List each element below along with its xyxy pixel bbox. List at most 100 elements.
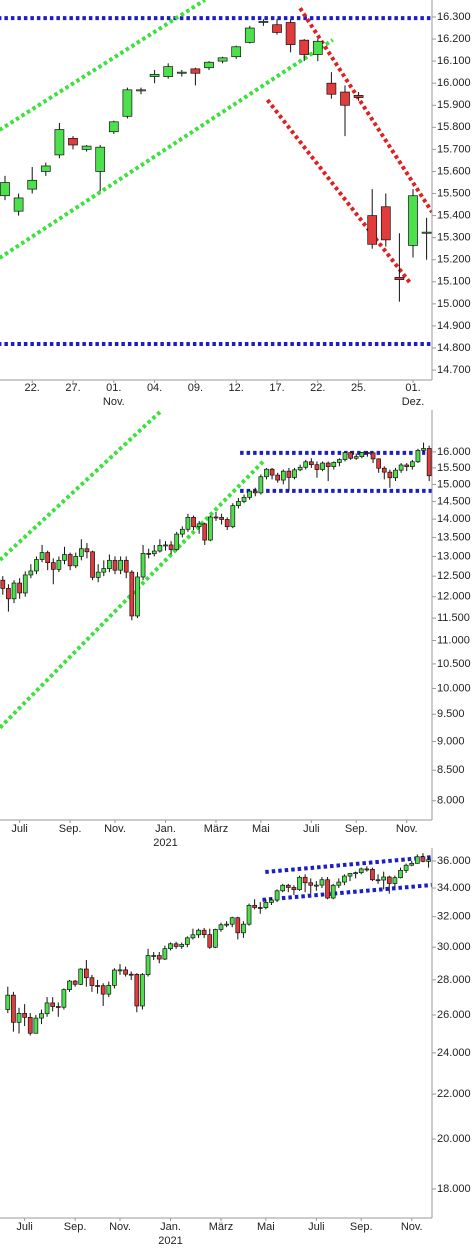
x-tick-label: 17.: [269, 382, 284, 394]
trend-line: [265, 855, 432, 874]
y-tick-label: 14.000: [437, 513, 471, 525]
candle-body: [55, 1006, 61, 1008]
y-tick-label: 13.000: [437, 550, 471, 562]
y-tick-label: 15.100: [437, 276, 471, 288]
y-tick-label: 15.500: [437, 187, 471, 199]
x-tick-label: 01. Nov.: [103, 382, 125, 408]
candle-body: [123, 559, 129, 573]
candle-body: [285, 884, 291, 888]
candle-body: [6, 588, 11, 600]
candle-body: [312, 40, 323, 55]
candle-body: [27, 179, 38, 190]
candle-body: [297, 876, 302, 891]
candle-body: [364, 868, 370, 871]
plot-area: [5, 853, 432, 1036]
x-tick-label: Sep.: [345, 823, 368, 835]
y-tick-label: 20.000: [437, 1133, 471, 1145]
y-tick-label: 15.500: [437, 462, 471, 474]
y-tick-label: 9.500: [437, 708, 465, 720]
x-tick-label: 22.: [25, 382, 40, 394]
candle-body: [314, 884, 319, 887]
y-tick-label: 14.900: [437, 320, 471, 332]
candle-body: [258, 476, 264, 494]
candle-body: [235, 917, 241, 934]
candle-body: [342, 452, 348, 460]
candle-body: [297, 466, 303, 471]
candle-body: [106, 984, 112, 995]
candle-body: [174, 533, 180, 550]
candle-body: [176, 71, 187, 74]
candle-body: [381, 876, 387, 881]
candle-body: [280, 884, 286, 892]
candle-body: [252, 904, 257, 908]
candle-body: [117, 969, 123, 972]
candle-body: [118, 559, 123, 571]
candle-body: [325, 879, 330, 899]
candle-body: [246, 904, 252, 925]
candle-body: [54, 129, 65, 156]
candle-body: [122, 89, 133, 117]
y-tick-label: 18.000: [437, 1183, 471, 1195]
candle-body: [218, 924, 224, 930]
candle-body: [280, 470, 286, 481]
y-tick-label: 15.000: [437, 478, 471, 490]
candle-body: [314, 464, 320, 470]
candle-body: [272, 24, 282, 33]
candle-body: [337, 459, 342, 463]
candle-body: [67, 554, 73, 567]
candle-body: [252, 490, 258, 494]
candle-body: [217, 57, 228, 62]
x-tick-label: Jan. 2021: [153, 823, 177, 849]
candle-body: [179, 944, 185, 947]
candle-body: [244, 27, 255, 43]
candle-body: [95, 146, 106, 172]
candle-body: [269, 468, 275, 476]
candle-body: [101, 568, 107, 573]
candle-body: [140, 552, 146, 578]
y-tick-label: 15.300: [437, 232, 471, 244]
candle-body: [247, 490, 252, 498]
candle-body: [404, 464, 410, 467]
candle-body: [128, 973, 134, 976]
candle-body: [426, 859, 431, 862]
x-tick-label: Juli: [16, 1221, 33, 1233]
candle-body: [16, 1012, 22, 1023]
candle-body: [78, 968, 84, 985]
candle-body: [107, 559, 112, 569]
candle-body: [309, 461, 314, 466]
x-tick-label: 04.: [147, 382, 162, 394]
candle-body: [123, 969, 128, 975]
candle-body: [44, 1002, 50, 1015]
candle-body: [409, 461, 415, 467]
candle-body: [302, 876, 308, 884]
y-tick-label: 24.000: [437, 1047, 471, 1059]
y-tick-label: 22.000: [437, 1088, 471, 1100]
candle-body: [342, 875, 347, 883]
y-tick-label: 34.000: [437, 882, 471, 894]
y-tick-label: 13.500: [437, 531, 471, 543]
candle-body: [353, 456, 359, 459]
candle-body: [190, 68, 201, 74]
candle-body: [236, 501, 241, 506]
y-tick-label: 15.600: [437, 165, 471, 177]
candle-body: [421, 231, 432, 234]
trend-line: [0, 38, 334, 260]
candle-body: [320, 462, 325, 470]
candle-body: [89, 977, 95, 986]
trend-line: [298, 7, 432, 214]
x-tick-label: 22.: [310, 382, 325, 394]
candle-body: [135, 576, 140, 617]
candle-body: [173, 943, 179, 947]
x-tick-label: Sep.: [350, 1221, 373, 1233]
candle-body: [78, 548, 84, 557]
candle-body: [34, 559, 39, 572]
candle-body: [17, 582, 22, 594]
candle-body: [27, 1016, 33, 1034]
candle-body: [393, 469, 398, 479]
candle-body: [95, 571, 101, 578]
candle-body: [112, 969, 117, 986]
x-tick-label: 09.: [188, 382, 203, 394]
candle-body: [365, 452, 370, 454]
